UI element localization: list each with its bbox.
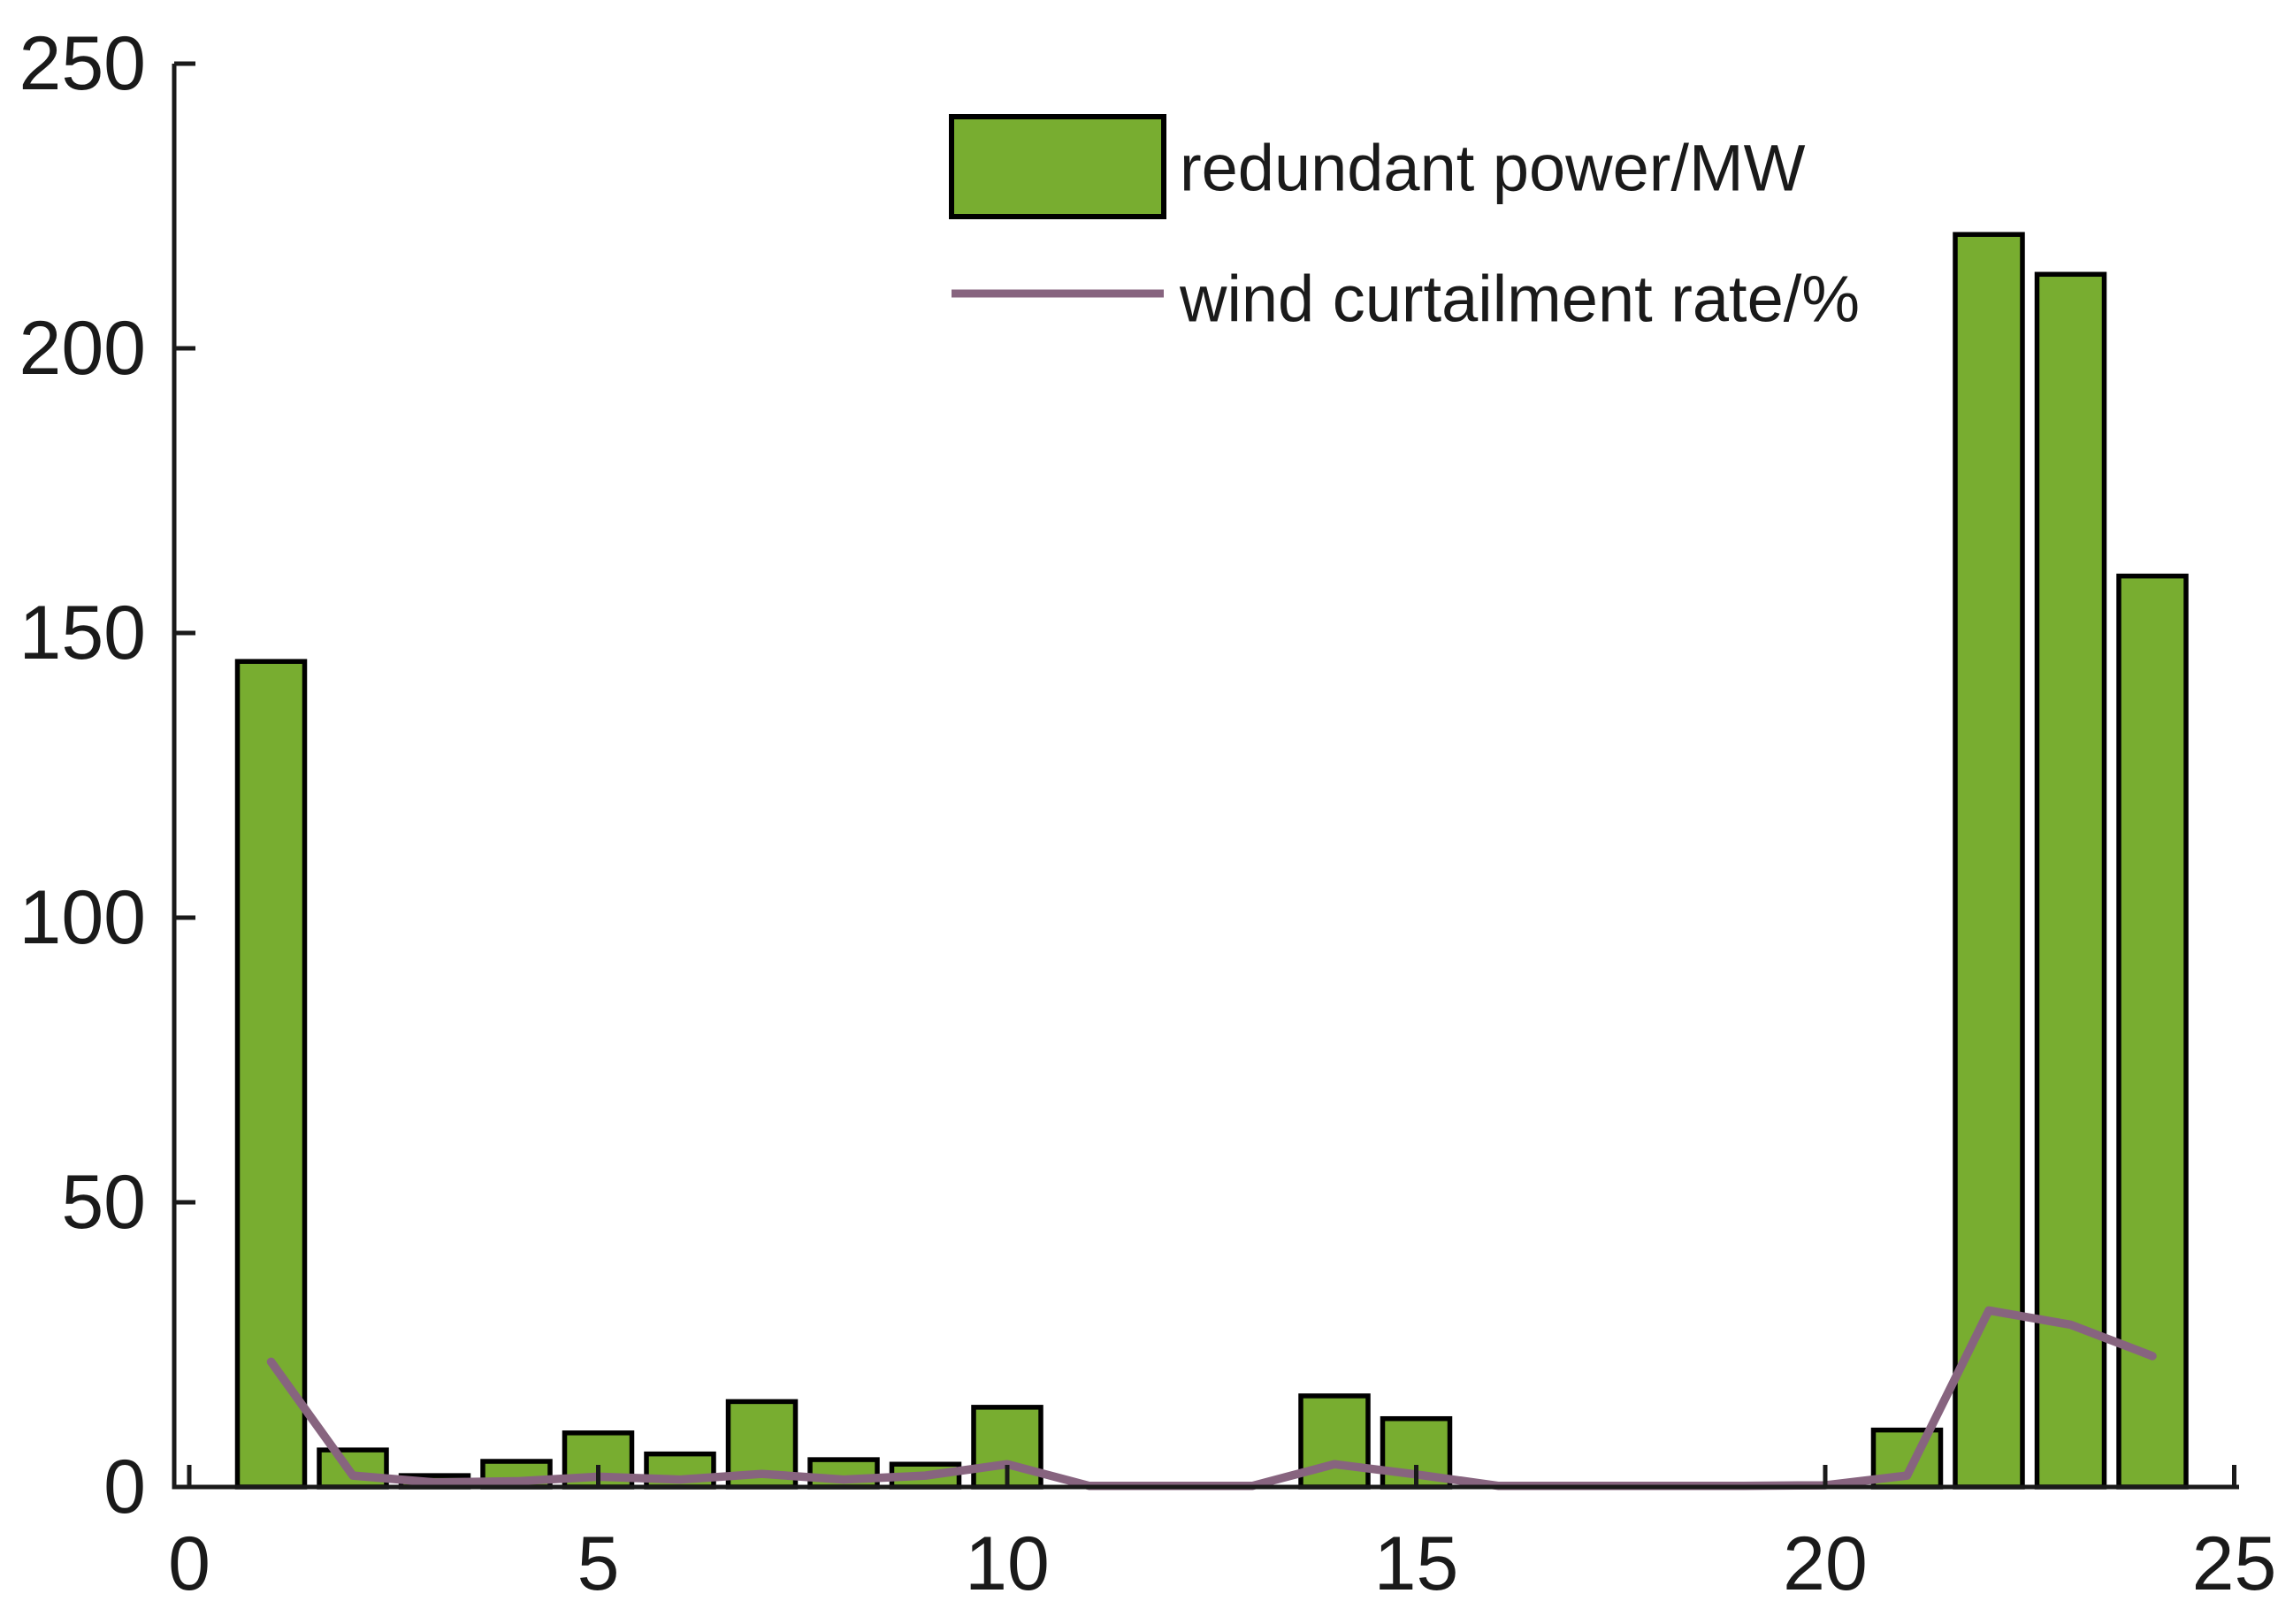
bar-series (234, 232, 2189, 1490)
bar-x23 (2034, 271, 2107, 1490)
x-tick-label-15: 15 (1374, 1521, 1459, 1606)
x-tick-label-0: 0 (168, 1521, 210, 1606)
x-axis-ticks: 0 5 10 15 20 25 (168, 1465, 2276, 1606)
legend-label-bar: redundant power/MW (1180, 132, 1806, 205)
y-axis-ticks: 0 50 100 150 200 250 (19, 21, 195, 1529)
x-tick-label-5: 5 (577, 1521, 620, 1606)
x-tick-label-20: 20 (1783, 1521, 1868, 1606)
y-tick-label-150: 150 (19, 591, 147, 675)
y-tick-label-250: 250 (19, 21, 147, 106)
y-tick-label-50: 50 (61, 1160, 146, 1245)
bar-x22 (1953, 232, 2025, 1490)
legend: redundant power/MW wind curtailment rate… (949, 114, 1860, 336)
legend-label-line: wind curtailment rate/% (1179, 263, 1860, 336)
bar-x24 (2116, 573, 2189, 1490)
y-tick-label-100: 100 (19, 875, 147, 960)
x-tick-label-10: 10 (965, 1521, 1050, 1606)
y-tick-label-0: 0 (103, 1445, 146, 1529)
x-tick-label-25: 25 (2192, 1521, 2277, 1606)
y-tick-label-200: 200 (19, 306, 147, 391)
legend-swatch-bar (949, 114, 1166, 219)
